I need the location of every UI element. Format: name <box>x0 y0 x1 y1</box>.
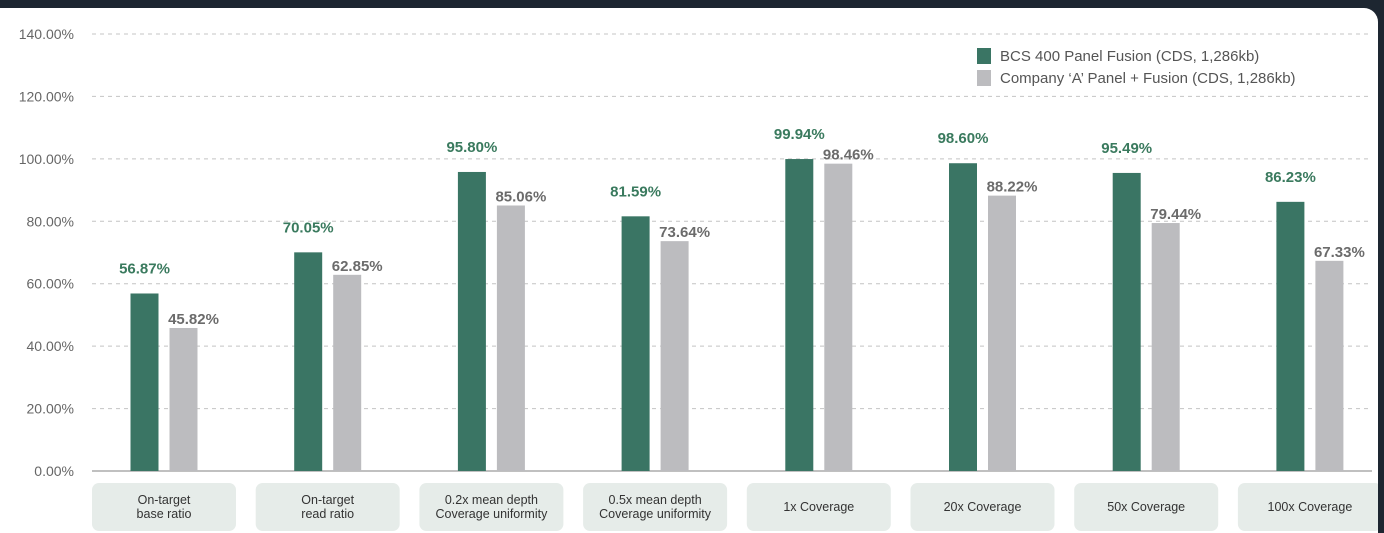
data-label-series-2: 98.46% <box>823 147 874 164</box>
legend-swatch <box>977 70 991 86</box>
bar-series-1 <box>621 216 650 471</box>
bar-series-1 <box>1112 172 1141 471</box>
category-pill <box>746 483 891 531</box>
bar-series-2 <box>824 163 853 472</box>
bar-series-1 <box>949 163 977 471</box>
data-label-series-1: 95.80% <box>446 139 497 156</box>
bar-series-2 <box>169 327 198 471</box>
category-pill <box>1237 483 1378 531</box>
data-labels: 56.87% 45.82% 70.05% 62.85% 95.80% 85.06% 81.5… <box>119 126 1365 328</box>
y-tick-label: 100.00% <box>19 151 74 167</box>
data-label-series-1: 81.59% <box>610 183 661 200</box>
data-label-series-1: 98.60% <box>938 130 989 147</box>
data-label-series-1: 99.94% <box>774 126 825 143</box>
data-label-series-2: 85.06% <box>495 188 546 205</box>
bar-series-2 <box>1315 260 1344 471</box>
legend-label: Company ‘A’ Panel + Fusion (CDS, 1,286kb… <box>1000 70 1296 87</box>
legend-label: BCS 400 Panel Fusion (CDS, 1,286kb) <box>1000 48 1259 65</box>
category-label: 1x Coverage <box>783 500 854 514</box>
y-tick-label: 120.00% <box>19 88 74 104</box>
category-label: 20x Coverage <box>944 500 1022 514</box>
bar-series-1 <box>1276 201 1305 471</box>
legend: BCS 400 Panel Fusion (CDS, 1,286kb) Compa… <box>977 48 1296 87</box>
y-tick-label: 140.00% <box>19 26 74 42</box>
data-label-series-2: 67.33% <box>1314 244 1365 261</box>
category-pill <box>255 483 400 531</box>
bar-chart: 0.00% 20.00% 40.00% 60.00% 80.00% 100.00% 120.… <box>19 26 1378 531</box>
category-label: 50x Coverage <box>1107 500 1185 514</box>
category-pill <box>583 483 728 531</box>
bar-series-1 <box>785 159 814 471</box>
gridlines <box>92 33 1372 472</box>
y-tick-label: 80.00% <box>27 213 74 229</box>
data-label-series-1: 70.05% <box>283 219 334 236</box>
bar-series-1 <box>457 171 486 471</box>
bars <box>130 159 1344 472</box>
y-tick-label: 40.00% <box>27 338 74 354</box>
bar-series-2 <box>660 241 689 471</box>
chart-card: 0.00% 20.00% 40.00% 60.00% 80.00% 100.00% 120.… <box>0 8 1378 533</box>
data-label-series-2: 79.44% <box>1150 206 1201 223</box>
category-pill <box>419 483 564 531</box>
y-tick-label: 60.00% <box>27 276 74 292</box>
category-pill <box>910 483 1055 531</box>
legend-swatch <box>977 48 991 64</box>
data-label-series-2: 45.82% <box>168 311 219 328</box>
category-label: Coverage uniformity <box>599 507 712 521</box>
data-label-series-2: 88.22% <box>987 179 1038 196</box>
bar-series-1 <box>130 293 159 471</box>
data-label-series-1: 56.87% <box>119 260 170 277</box>
bar-series-1 <box>294 252 323 471</box>
bar-series-2 <box>333 274 362 471</box>
category-label: 0.5x mean depth <box>609 493 702 507</box>
bar-series-2 <box>1151 223 1180 471</box>
category-label: On-target <box>138 493 191 507</box>
data-label-series-1: 95.49% <box>1101 140 1152 157</box>
bar-series-2 <box>496 205 525 472</box>
category-label: On-target <box>301 493 354 507</box>
category-label: read ratio <box>301 507 354 521</box>
category-pill <box>92 483 236 531</box>
category-pill <box>1074 483 1219 531</box>
y-axis: 0.00% 20.00% 40.00% 60.00% 80.00% 100.00% 120.… <box>19 26 74 479</box>
category-label: Coverage uniformity <box>435 507 548 521</box>
bar-series-2 <box>988 195 1016 472</box>
data-label-series-1: 86.23% <box>1265 169 1316 186</box>
category-label: 0.2x mean depth <box>445 493 538 507</box>
y-tick-label: 20.00% <box>27 401 74 417</box>
category-label: base ratio <box>137 507 192 521</box>
data-label-series-2: 62.85% <box>332 258 383 275</box>
data-label-series-2: 73.64% <box>659 224 710 241</box>
y-tick-label: 0.00% <box>34 463 74 479</box>
category-label: 100x Coverage <box>1268 500 1353 514</box>
